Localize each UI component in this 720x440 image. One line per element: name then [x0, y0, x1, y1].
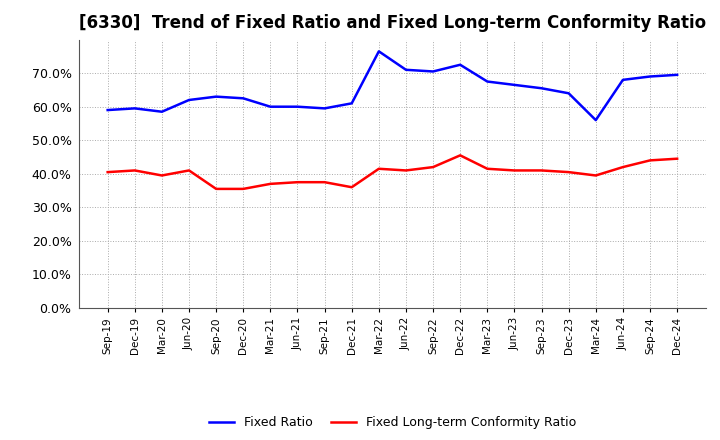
Fixed Ratio [212, 94, 220, 99]
Fixed Ratio [104, 107, 112, 113]
Line: Fixed Ratio: Fixed Ratio [108, 51, 677, 120]
Fixed Long-term Conformity Ratio [293, 180, 302, 185]
Fixed Ratio [483, 79, 492, 84]
Fixed Ratio [672, 72, 681, 77]
Fixed Long-term Conformity Ratio [428, 165, 437, 170]
Fixed Long-term Conformity Ratio [537, 168, 546, 173]
Fixed Ratio [428, 69, 437, 74]
Fixed Long-term Conformity Ratio [456, 153, 464, 158]
Fixed Ratio [510, 82, 518, 88]
Fixed Long-term Conformity Ratio [483, 166, 492, 172]
Title: [6330]  Trend of Fixed Ratio and Fixed Long-term Conformity Ratio: [6330] Trend of Fixed Ratio and Fixed Lo… [78, 15, 706, 33]
Fixed Long-term Conformity Ratio [374, 166, 383, 172]
Fixed Long-term Conformity Ratio [618, 165, 627, 170]
Fixed Ratio [374, 49, 383, 54]
Fixed Ratio [591, 117, 600, 123]
Fixed Ratio [618, 77, 627, 82]
Fixed Ratio [239, 95, 248, 101]
Legend: Fixed Ratio, Fixed Long-term Conformity Ratio: Fixed Ratio, Fixed Long-term Conformity … [209, 416, 576, 429]
Fixed Ratio [266, 104, 275, 109]
Fixed Long-term Conformity Ratio [348, 185, 356, 190]
Fixed Ratio [320, 106, 329, 111]
Fixed Long-term Conformity Ratio [158, 173, 166, 178]
Fixed Ratio [293, 104, 302, 109]
Fixed Long-term Conformity Ratio [646, 158, 654, 163]
Fixed Long-term Conformity Ratio [130, 168, 139, 173]
Fixed Long-term Conformity Ratio [104, 169, 112, 175]
Fixed Ratio [185, 97, 194, 103]
Fixed Long-term Conformity Ratio [402, 168, 410, 173]
Fixed Ratio [646, 74, 654, 79]
Fixed Long-term Conformity Ratio [591, 173, 600, 178]
Fixed Long-term Conformity Ratio [239, 186, 248, 191]
Fixed Long-term Conformity Ratio [212, 186, 220, 191]
Fixed Long-term Conformity Ratio [266, 181, 275, 187]
Fixed Long-term Conformity Ratio [510, 168, 518, 173]
Fixed Ratio [130, 106, 139, 111]
Fixed Ratio [402, 67, 410, 73]
Fixed Ratio [537, 86, 546, 91]
Fixed Long-term Conformity Ratio [320, 180, 329, 185]
Fixed Long-term Conformity Ratio [185, 168, 194, 173]
Fixed Ratio [348, 101, 356, 106]
Fixed Ratio [158, 109, 166, 114]
Fixed Ratio [456, 62, 464, 67]
Fixed Long-term Conformity Ratio [672, 156, 681, 161]
Fixed Long-term Conformity Ratio [564, 169, 573, 175]
Line: Fixed Long-term Conformity Ratio: Fixed Long-term Conformity Ratio [108, 155, 677, 189]
Fixed Ratio [564, 91, 573, 96]
